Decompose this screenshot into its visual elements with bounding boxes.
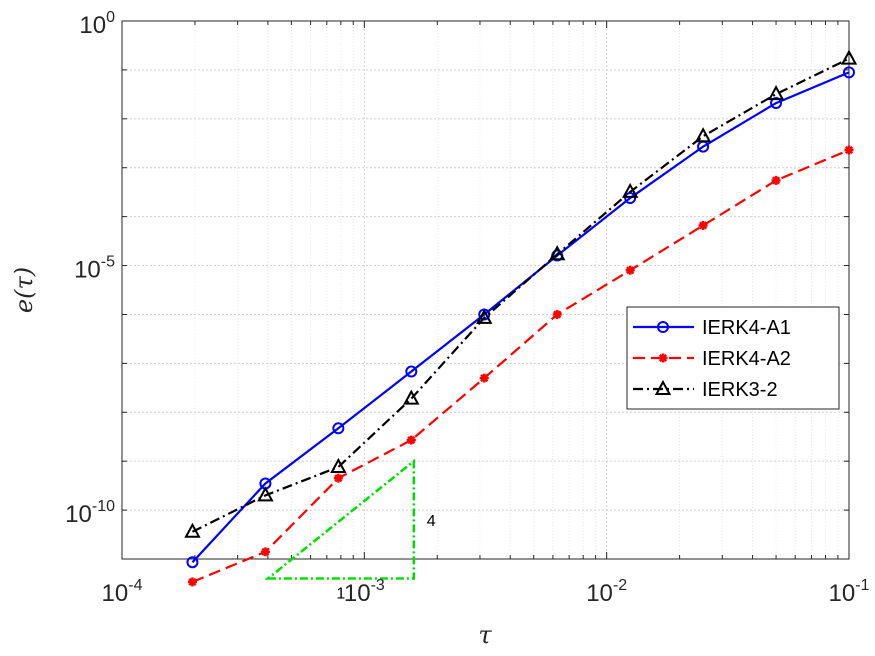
legend-marker: [654, 379, 672, 395]
series-IERK3-2: [184, 49, 858, 538]
data-point: [843, 66, 855, 79]
data-point: [406, 435, 416, 445]
data-point: [187, 577, 197, 587]
data-point: [767, 85, 785, 101]
legend-label: IERK4-A1: [702, 317, 791, 339]
legend-item: IERK4-A1: [633, 317, 791, 339]
data-point: [844, 145, 854, 155]
x-tick-label: 10-3: [344, 577, 385, 607]
data-point: [260, 547, 270, 557]
slope-rise-label: 4: [427, 513, 436, 530]
plot-box: [121, 20, 850, 560]
plot-background: [122, 21, 849, 559]
y-axis-label: e(τ): [10, 267, 38, 313]
x-tick-label: 10-4: [102, 577, 143, 607]
legend: IERK4-A1 IERK4-A2 IERK3-2: [626, 306, 840, 410]
y-tick-label: 100: [79, 9, 115, 39]
series-line: [192, 149, 850, 583]
legend-marker: [657, 321, 669, 333]
y-tick-label: 10-5: [74, 254, 115, 284]
data-point: [184, 522, 201, 538]
x-tick-label: 10-1: [829, 577, 870, 607]
data-point: [625, 265, 635, 275]
data-point: [552, 309, 562, 319]
series-line: [191, 57, 850, 533]
data-point: [476, 308, 493, 324]
series-IERK4-A2: [187, 145, 854, 587]
legend-item: IERK4-A2: [633, 348, 791, 370]
tick-labels: 10-4 10-3 10-2 10-1 10-10 10-5 100: [65, 9, 869, 607]
data-point: [694, 127, 712, 143]
data-point: [186, 556, 199, 569]
legend-marker: [658, 353, 668, 363]
series: [184, 49, 858, 587]
data-point: [698, 220, 708, 230]
y-tick-label: 10-10: [65, 498, 115, 528]
data-point: [332, 422, 345, 435]
legend-item: IERK3-2: [633, 379, 778, 401]
slope-run-label: 1: [336, 585, 345, 602]
data-point: [621, 182, 639, 198]
data-point: [333, 473, 343, 483]
legend-label: IERK3-2: [702, 379, 778, 401]
data-point: [479, 373, 489, 383]
data-point: [840, 49, 858, 65]
annotations: 14: [264, 458, 436, 602]
data-point: [403, 389, 420, 405]
legend-label: IERK4-A2: [702, 348, 791, 370]
x-axis-label: τ: [478, 621, 492, 649]
data-point: [330, 457, 347, 474]
slope-triangle: [264, 458, 416, 580]
series-line: [191, 71, 850, 563]
data-point: [771, 175, 781, 185]
ticks: [121, 20, 849, 560]
data-point: [770, 97, 783, 110]
x-tick-label: 10-2: [586, 577, 627, 607]
data-point: [257, 486, 274, 502]
data-point: [549, 245, 566, 261]
data-point: [405, 365, 418, 378]
